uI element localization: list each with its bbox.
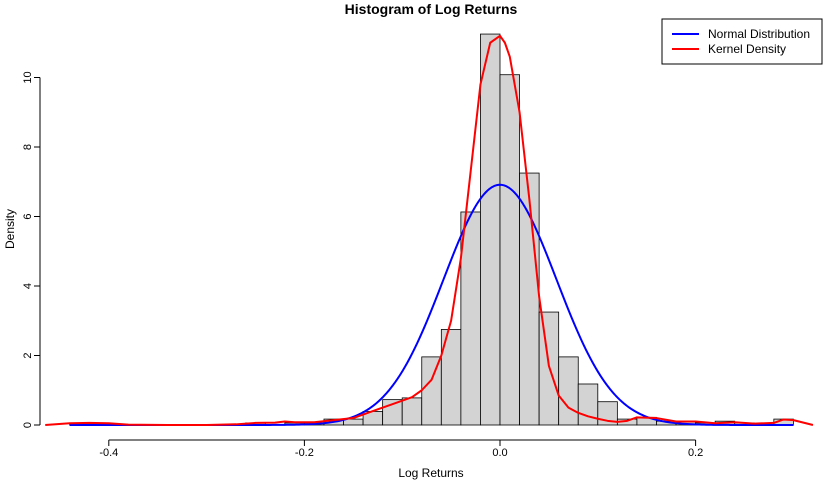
legend-kde-label: Kernel Density xyxy=(708,42,786,56)
legend-box xyxy=(661,18,823,65)
x-axis: -0.4 -0.2 0.0 0.2 xyxy=(99,439,703,459)
x-tick-label: 0.0 xyxy=(492,447,507,459)
y-tick-label: 10 xyxy=(22,71,34,83)
histogram-bar xyxy=(558,356,579,426)
y-axis-label: Density xyxy=(3,209,17,249)
histogram-bar xyxy=(460,211,481,426)
x-tick-label: -0.2 xyxy=(295,447,314,459)
histogram-bar xyxy=(499,74,520,426)
density-curves xyxy=(45,34,814,426)
legend-normal-label: Normal Distribution xyxy=(708,27,810,41)
chart-title: Histogram of Log Returns xyxy=(345,1,518,17)
y-tick-label: 4 xyxy=(22,283,34,289)
y-tick-label: 0 xyxy=(22,422,34,428)
y-tick-label: 6 xyxy=(22,213,34,219)
kernel-density-curve xyxy=(45,34,814,426)
histogram-bar xyxy=(421,356,442,426)
x-axis-label: Log Returns xyxy=(398,466,463,480)
y-tick-label: 8 xyxy=(22,144,34,150)
x-tick-label: 0.2 xyxy=(688,447,703,459)
histogram-bar xyxy=(519,172,540,426)
y-axis: 0 2 4 6 8 10 xyxy=(22,71,41,428)
y-tick-label: 2 xyxy=(22,352,34,358)
x-tick-label: -0.4 xyxy=(99,447,118,459)
histogram-bar xyxy=(401,397,423,426)
histogram-bars xyxy=(69,33,794,426)
histogram-bar xyxy=(480,33,501,426)
legend: Normal Distribution Kernel Density xyxy=(661,18,823,65)
